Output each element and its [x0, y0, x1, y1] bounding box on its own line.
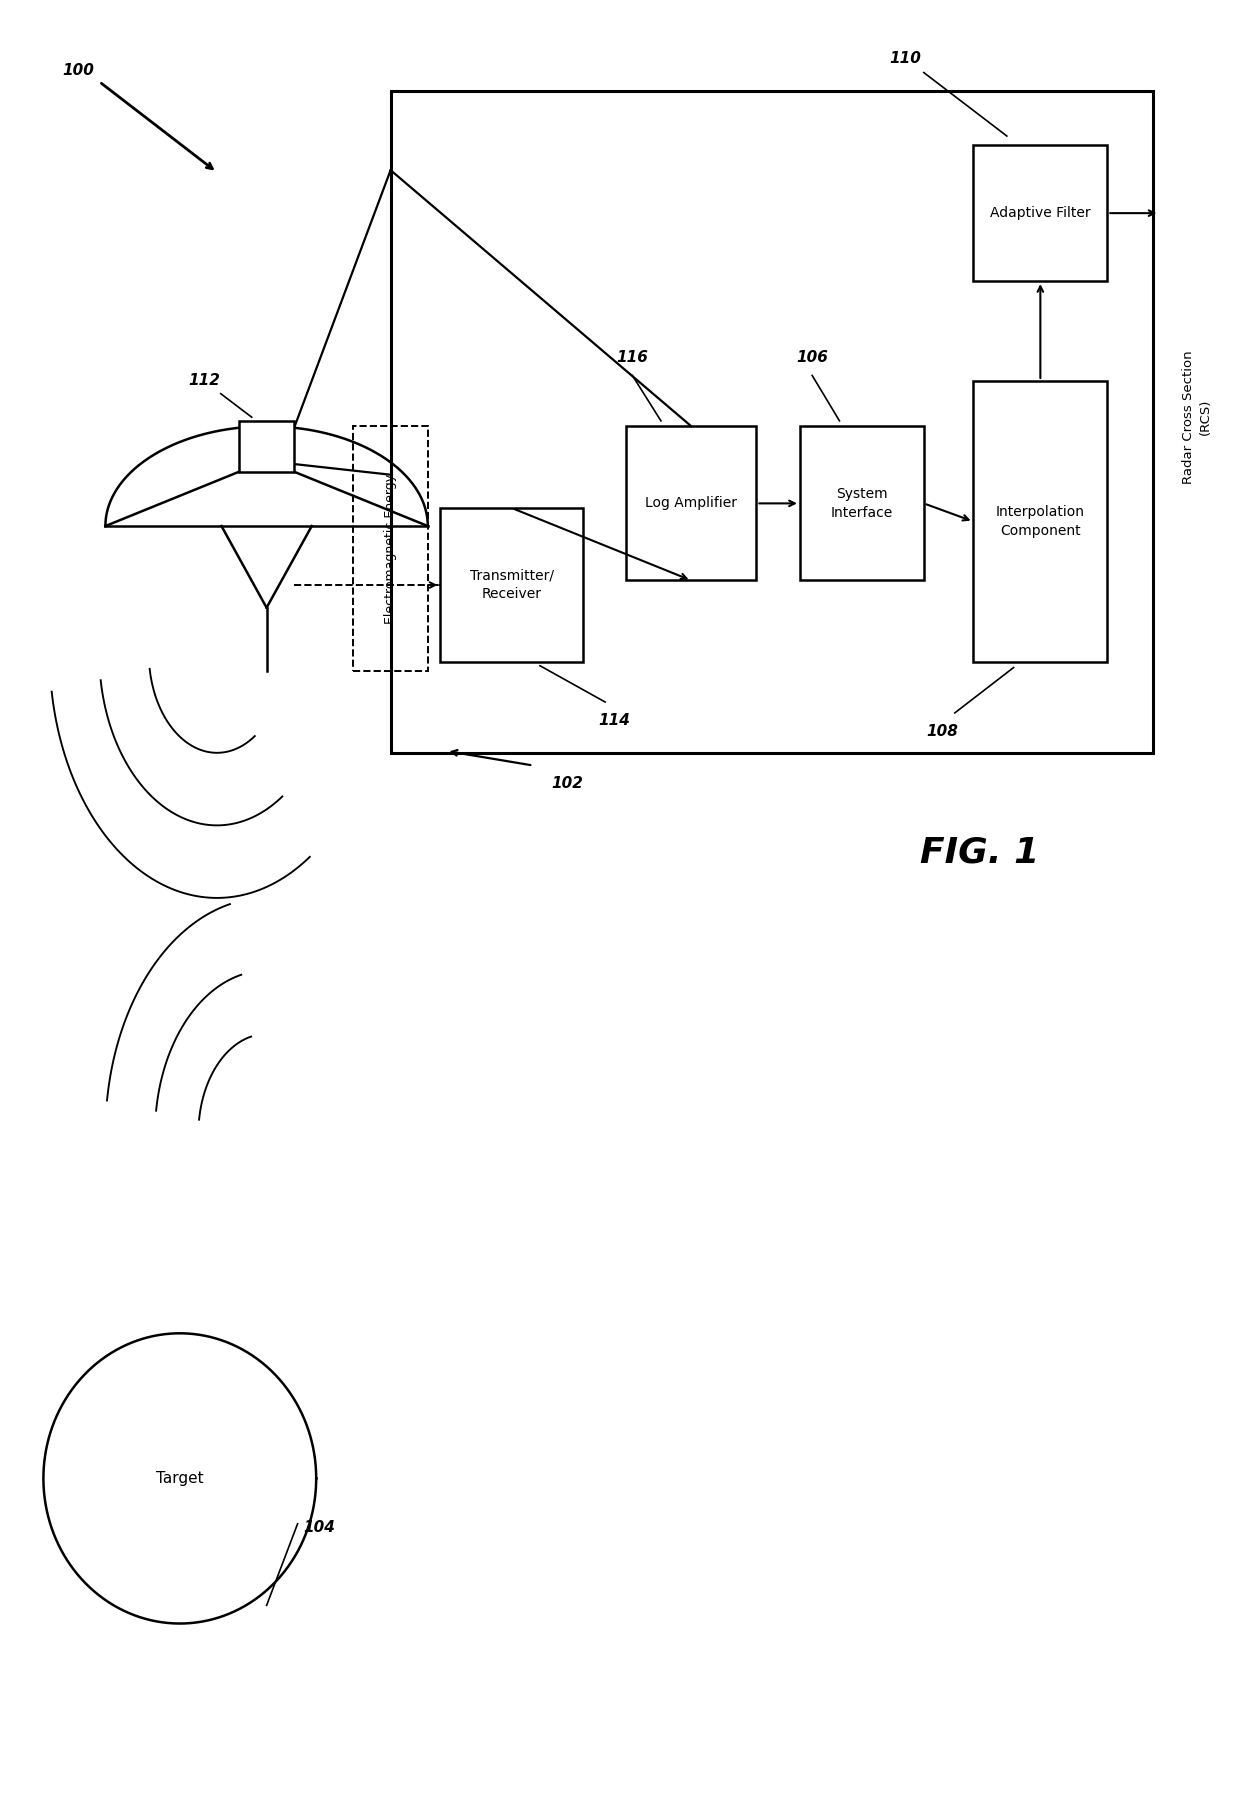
Text: Electromagnetic Energy: Electromagnetic Energy — [384, 473, 397, 624]
FancyBboxPatch shape — [440, 508, 583, 662]
Text: Radar Cross Section
(RCS): Radar Cross Section (RCS) — [1182, 350, 1211, 484]
Text: 114: 114 — [598, 713, 630, 727]
Text: 110: 110 — [889, 51, 921, 65]
Text: 102: 102 — [552, 776, 584, 791]
FancyBboxPatch shape — [973, 145, 1107, 281]
Text: FIG. 1: FIG. 1 — [920, 836, 1039, 869]
Text: 104: 104 — [304, 1520, 336, 1535]
Text: Target: Target — [156, 1471, 203, 1486]
Text: 100: 100 — [62, 63, 94, 78]
Text: Interpolation
Component: Interpolation Component — [996, 506, 1085, 537]
Text: 116: 116 — [616, 350, 649, 365]
Text: Adaptive Filter: Adaptive Filter — [990, 207, 1091, 219]
Text: System
Interface: System Interface — [831, 488, 893, 519]
Text: 108: 108 — [926, 724, 959, 738]
FancyBboxPatch shape — [626, 426, 756, 580]
FancyBboxPatch shape — [800, 426, 924, 580]
FancyBboxPatch shape — [391, 91, 1153, 753]
Text: Log Amplifier: Log Amplifier — [645, 497, 738, 510]
Text: 106: 106 — [796, 350, 828, 365]
FancyBboxPatch shape — [239, 421, 294, 472]
Text: Transmitter/
Receiver: Transmitter/ Receiver — [470, 570, 553, 600]
FancyBboxPatch shape — [973, 381, 1107, 662]
Text: 112: 112 — [188, 374, 221, 388]
